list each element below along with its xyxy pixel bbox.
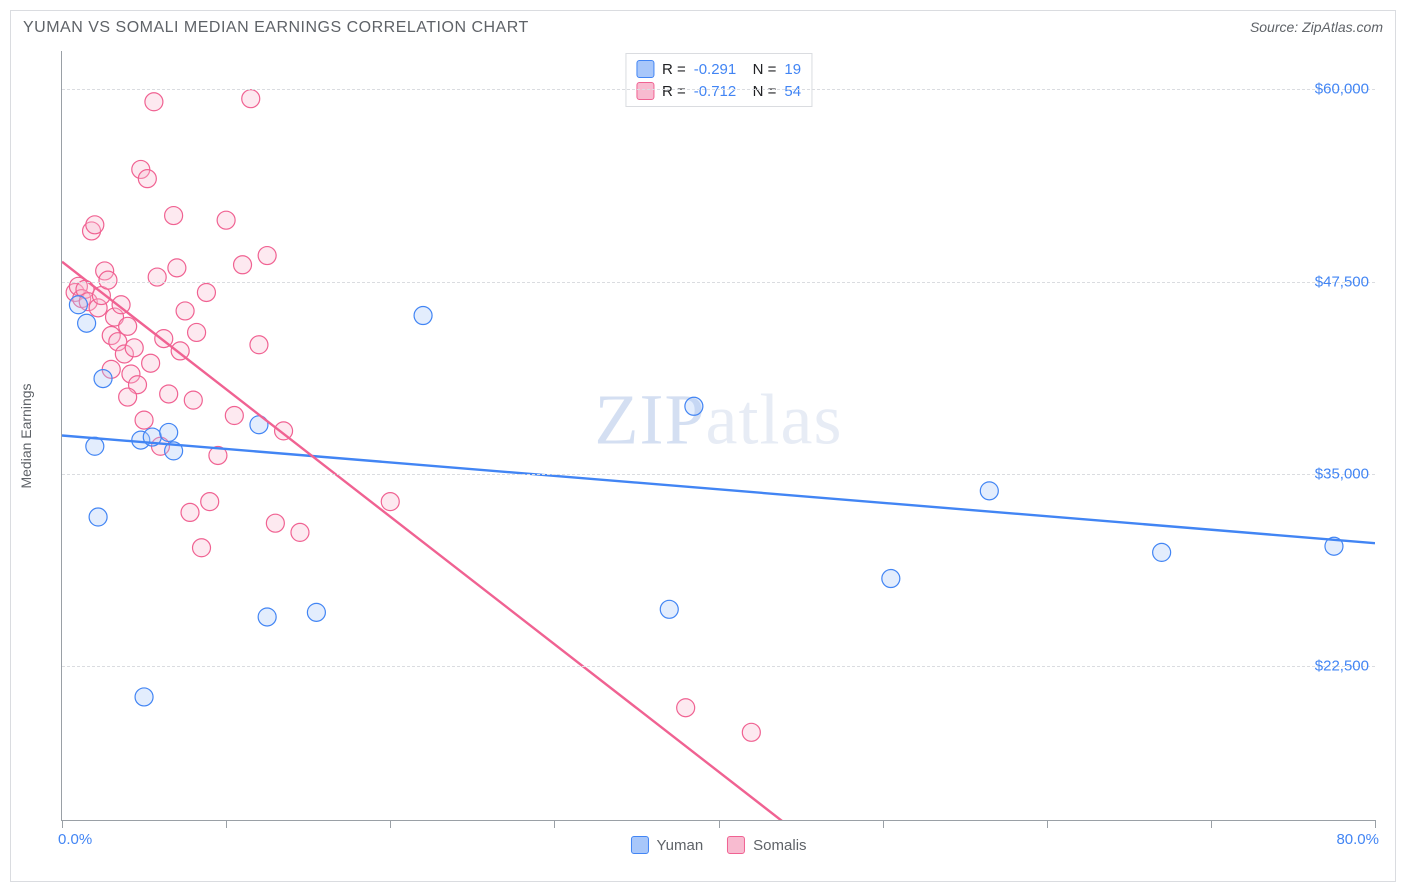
legend-n-label: N = [744,61,776,78]
x-tick [1375,820,1376,828]
legend-swatch-blue [630,836,648,854]
y-tick-label: $47,500 [1315,273,1369,290]
legend-item-somalis: Somalis [727,836,806,854]
legend-swatch-pink [636,82,654,100]
data-point-somalis [135,411,153,429]
data-point-yuman [882,570,900,588]
data-point-yuman [980,482,998,500]
source-label: Source: ZipAtlas.com [1250,19,1383,35]
legend-swatch-pink [727,836,745,854]
data-point-somalis [250,336,268,354]
x-tick [226,820,227,828]
gridline [62,282,1375,283]
legend-item-yuman: Yuman [630,836,703,854]
gridline [62,89,1375,90]
data-point-somalis [168,259,186,277]
data-point-yuman [685,397,703,415]
data-point-yuman [1153,543,1171,561]
data-point-somalis [201,493,219,511]
legend-n-label: N = [744,83,776,100]
legend-n-value: 19 [784,61,801,78]
legend-r-value: -0.712 [694,83,737,100]
data-point-somalis [258,247,276,265]
gridline [62,474,1375,475]
data-point-somalis [138,170,156,188]
legend-r-label: R = [662,83,686,100]
legend-stats-row: R = -0.291 N = 19 [636,58,801,80]
data-point-yuman [94,370,112,388]
y-axis-title: Median Earnings [18,383,34,488]
x-tick [1211,820,1212,828]
data-point-yuman [258,608,276,626]
data-point-yuman [414,307,432,325]
data-point-somalis [193,539,211,557]
chart-svg-layer [62,51,1375,820]
data-point-somalis [145,93,163,111]
gridline [62,666,1375,667]
legend-stats-row: R = -0.712 N = 54 [636,80,801,102]
chart-container: YUMAN VS SOMALI MEDIAN EARNINGS CORRELAT… [10,10,1396,882]
legend-label: Yuman [656,837,703,854]
x-tick [390,820,391,828]
data-point-somalis [181,503,199,521]
data-point-yuman [89,508,107,526]
data-point-somalis [677,699,695,717]
legend-r-value: -0.291 [694,61,737,78]
legend-stats: R = -0.291 N = 19 R = -0.712 N = 54 [625,53,812,107]
data-point-somalis [148,268,166,286]
x-axis-end-label: 80.0% [1336,831,1379,848]
title-row: YUMAN VS SOMALI MEDIAN EARNINGS CORRELAT… [23,19,1383,37]
data-point-somalis [188,323,206,341]
data-point-somalis [160,385,178,403]
data-point-somalis [742,723,760,741]
x-tick [883,820,884,828]
data-point-somalis [184,391,202,409]
legend-label: Somalis [753,837,806,854]
x-tick [62,820,63,828]
legend-r-label: R = [662,61,686,78]
x-axis-start-label: 0.0% [58,831,92,848]
data-point-somalis [381,493,399,511]
data-point-somalis [217,211,235,229]
x-tick [719,820,720,828]
y-tick-label: $60,000 [1315,81,1369,98]
data-point-yuman [69,296,87,314]
data-point-somalis [165,207,183,225]
data-point-somalis [119,317,137,335]
data-point-yuman [86,437,104,455]
data-point-somalis [225,407,243,425]
y-tick-label: $22,500 [1315,658,1369,675]
data-point-somalis [119,388,137,406]
x-tick [1047,820,1048,828]
data-point-somalis [291,523,309,541]
data-point-yuman [78,314,96,332]
y-tick-label: $35,000 [1315,465,1369,482]
legend-series: Yuman Somalis [630,836,806,854]
legend-n-value: 54 [784,83,801,100]
data-point-somalis [142,354,160,372]
trendline-yuman [62,436,1375,544]
plot-area: Median Earnings ZIPatlas R = -0.291 N = … [61,51,1375,821]
legend-swatch-blue [636,60,654,78]
data-point-yuman [135,688,153,706]
data-point-somalis [242,90,260,108]
data-point-yuman [160,423,178,441]
data-point-somalis [266,514,284,532]
x-tick [554,820,555,828]
data-point-somalis [234,256,252,274]
data-point-somalis [176,302,194,320]
data-point-somalis [197,283,215,301]
data-point-somalis [99,271,117,289]
data-point-yuman [660,600,678,618]
data-point-somalis [86,216,104,234]
chart-title: YUMAN VS SOMALI MEDIAN EARNINGS CORRELAT… [23,19,529,37]
data-point-somalis [125,339,143,357]
data-point-yuman [307,603,325,621]
